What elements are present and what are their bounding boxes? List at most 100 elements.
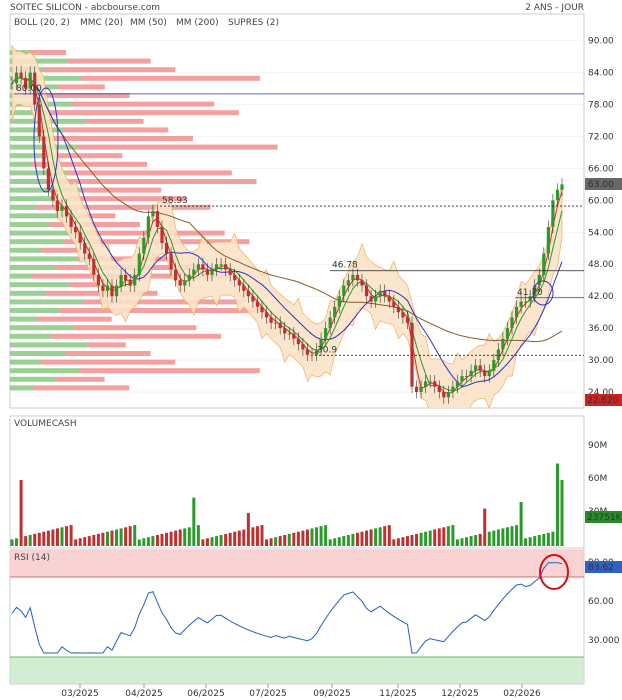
candle-body [487, 370, 491, 377]
volume-bar [374, 528, 378, 546]
volume-bar [74, 539, 78, 546]
candle-body [378, 290, 382, 297]
rsi-badge: 83.62 [585, 561, 622, 573]
volume-profile-bar-buy [10, 385, 33, 391]
volume-bar [119, 528, 123, 546]
legend-mm200: MM (200) [176, 18, 219, 28]
candle-body [37, 104, 41, 137]
candle-body [319, 338, 323, 350]
volume-bar [110, 530, 114, 546]
volume-plot [10, 463, 564, 546]
volume-bar [551, 531, 555, 546]
candle-body [192, 269, 196, 275]
volume-bar [492, 530, 496, 546]
candle-body [224, 264, 228, 270]
candle-body [501, 338, 505, 350]
candle-body [14, 72, 19, 84]
volume-profile-bar-buy [10, 75, 81, 81]
candle-body [287, 333, 291, 335]
candle-body [24, 77, 28, 89]
rsi-highlight-circle [539, 554, 569, 590]
volume-bar [542, 533, 546, 546]
candle-body [483, 370, 487, 377]
candle-body [424, 381, 428, 387]
volume-profile-bar-buy [10, 127, 63, 133]
candle-body [364, 285, 369, 297]
volume-profile-bar-buy [10, 265, 55, 270]
candle-body [405, 317, 410, 323]
volume-bar [65, 526, 69, 546]
volume-profile-bar-buy [10, 247, 41, 253]
candle-body [105, 285, 110, 291]
annotation-ellipse [33, 87, 59, 193]
volume-bar [237, 530, 241, 546]
volume-profile-bar-buy [10, 161, 31, 167]
volume-bar [378, 527, 382, 546]
volume-bar [465, 537, 469, 546]
level-label: 46.78 [332, 261, 358, 271]
volume-profile-bar-sell [86, 118, 144, 124]
candle-body [469, 370, 473, 377]
price-tick-label: 54.00 [588, 228, 614, 238]
candle-body [524, 301, 528, 303]
candle-body [133, 274, 137, 286]
volume-bar [305, 529, 309, 546]
candle-body [155, 211, 160, 227]
candle-body [328, 317, 332, 329]
candle-body [387, 296, 391, 302]
volume-bar [160, 533, 164, 546]
volume-bar [255, 526, 259, 546]
volume-bar [174, 530, 178, 546]
volume-bar [55, 528, 59, 546]
volume-last-label: 23751K [587, 513, 622, 523]
volume-profile-bar-buy [10, 187, 82, 193]
candle-body [355, 274, 360, 281]
volume-bar [415, 533, 419, 546]
volume-profile-bar-sell [72, 101, 215, 107]
volume-bar [124, 527, 128, 546]
price-tick-label: 90.00 [588, 37, 614, 47]
candle-body [442, 392, 446, 398]
candle-body [69, 216, 73, 227]
candle-body [333, 306, 337, 318]
volume-bar [46, 530, 50, 546]
volume-profile-bar-buy [10, 179, 45, 184]
bollinger-band [11, 44, 563, 408]
candle-body [401, 312, 405, 318]
volume-profile-bar-sell [59, 196, 186, 202]
ma20-line [11, 77, 563, 392]
candle-body [437, 386, 441, 393]
candle-body [396, 306, 400, 313]
volume-bar [342, 536, 346, 546]
volume-bar [219, 535, 223, 546]
low-price-badge: 22.620 [585, 394, 622, 406]
volume-bar [292, 532, 296, 546]
candle-body [114, 285, 119, 297]
candle-body [78, 232, 82, 243]
candle-body [460, 376, 464, 382]
volume-bar [315, 527, 319, 546]
volume-profile-bar-buy [10, 316, 37, 322]
candle-body [305, 349, 310, 355]
volume-profile-bar-sell [30, 50, 66, 55]
candle-body [92, 258, 96, 275]
volume-profile-bar-buy [10, 239, 64, 245]
candle-body [146, 216, 150, 238]
volume-bar [283, 535, 287, 546]
last-price-label: 63.00 [588, 180, 614, 190]
volume-bar [537, 535, 541, 546]
candle-body [210, 269, 214, 275]
volume-bar [205, 538, 209, 546]
date-tick-label: 11/2025 [379, 689, 416, 699]
volume-bar [192, 497, 196, 546]
volume-profile [10, 50, 278, 391]
candle-body [505, 328, 510, 339]
volume-profile-bar-sell [44, 67, 176, 73]
volume-bar [201, 539, 205, 546]
candle-body [346, 280, 350, 286]
volume-bar [469, 536, 473, 546]
rsi-title: RSI (14) [14, 553, 50, 563]
level-label: 30.9 [317, 345, 337, 355]
ma200-line [11, 77, 563, 343]
candle-body [351, 274, 355, 281]
